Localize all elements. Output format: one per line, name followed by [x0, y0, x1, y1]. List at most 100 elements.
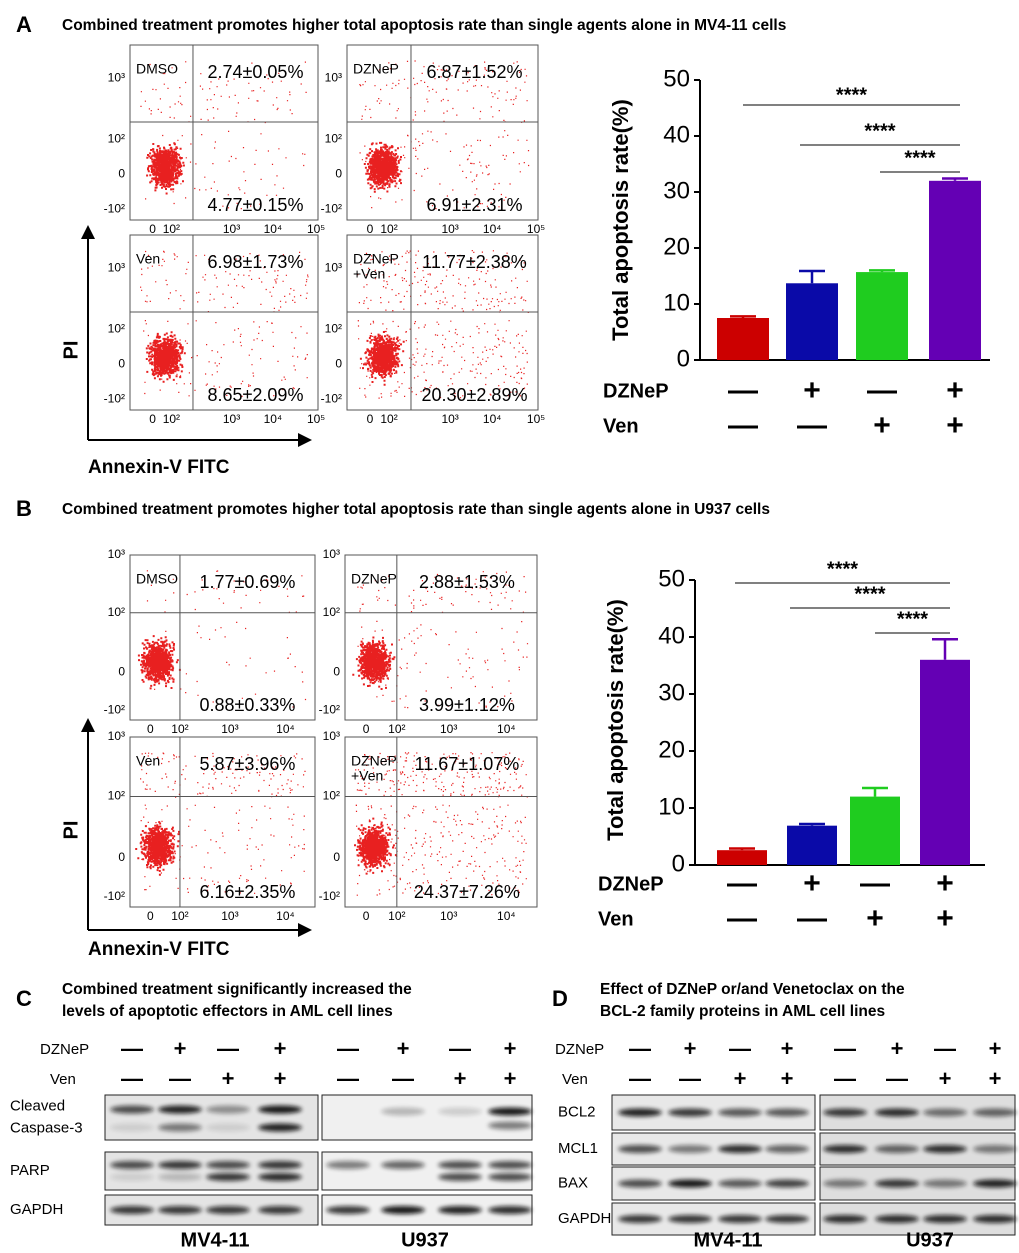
error-bar: [932, 638, 958, 660]
x-tick-label: 10³: [441, 222, 458, 236]
x-tick-label: 10²: [163, 222, 180, 236]
treatment-sign: —: [886, 1066, 908, 1091]
y-tick-label: -10²: [104, 392, 125, 406]
x-tick-label: 10³: [440, 722, 457, 736]
y-axis-label: PI: [60, 341, 82, 360]
condition-sign: +: [866, 902, 884, 935]
quadrant-percent: 3.99±1.12%: [419, 695, 515, 715]
error-bar: [942, 177, 968, 181]
panel-title: levels of apoptotic effectors in AML cel…: [62, 1003, 393, 1020]
row-label: PARP: [10, 1162, 50, 1179]
significance-label: ****: [864, 120, 895, 142]
y-tick-label: 10²: [323, 789, 340, 803]
treatment-sign: +: [504, 1036, 517, 1061]
y-tick-label: 10³: [323, 729, 340, 743]
blot-band: [668, 1108, 712, 1117]
blot-band: [488, 1161, 532, 1169]
blot-band: [765, 1108, 809, 1117]
plot-frame: [129, 44, 319, 221]
condition-name: Ven: [603, 415, 639, 437]
y-tick-label: 10²: [325, 322, 342, 336]
plot-frame: [344, 554, 538, 721]
x-tick-label: 10²: [380, 222, 397, 236]
panel-title: Effect of DZNeP or/and Venetoclax on the: [600, 981, 905, 998]
blot-band: [668, 1145, 712, 1153]
blot-band: [258, 1123, 302, 1132]
y-tick-label: 10³: [108, 260, 125, 274]
condition-sign: +: [946, 374, 964, 407]
blot-band: [438, 1107, 482, 1116]
blot-band: [326, 1161, 370, 1169]
condition-label: DMSO: [136, 571, 178, 587]
condition-sign: —: [797, 409, 827, 442]
quadrant-percent: 11.67±1.07%: [415, 754, 520, 774]
quadrant-percent: 20.30±2.89%: [422, 385, 528, 405]
x-tick-label: 0: [367, 412, 374, 426]
blot-band: [765, 1145, 809, 1153]
x-tick-label: 10³: [221, 722, 238, 736]
x-tick-label: 10²: [388, 722, 405, 736]
blot-band: [258, 1161, 302, 1169]
treatment-sign: —: [934, 1036, 956, 1061]
y-tick-label: 10³: [325, 70, 342, 84]
treatment-name: Ven: [562, 1071, 588, 1088]
error-bar: [862, 786, 888, 797]
treatment-sign: +: [504, 1066, 517, 1091]
condition-sign: —: [860, 867, 890, 900]
plot-frame: [129, 234, 319, 411]
blot-band: [973, 1215, 1017, 1223]
blot-band: [718, 1145, 762, 1153]
blot-band: [110, 1173, 154, 1181]
condition-sign: +: [803, 867, 821, 900]
condition-label: +Ven: [353, 266, 385, 282]
x-tick-label: 10⁵: [527, 222, 545, 236]
blot-band: [158, 1123, 202, 1132]
blot-band: [875, 1145, 919, 1153]
x-tick-label: 10⁴: [264, 222, 283, 236]
x-axis-label: Annexin-V FITC: [88, 457, 230, 478]
x-tick-label: 10³: [223, 222, 240, 236]
condition-label: DZNeP: [351, 753, 397, 769]
blot-band: [381, 1206, 425, 1214]
blot-strip: [321, 1094, 533, 1141]
plot-frame: [346, 234, 539, 411]
blot-band: [973, 1108, 1017, 1117]
y-tick-label: -10²: [319, 889, 340, 903]
treatment-name: DZNeP: [40, 1041, 89, 1058]
quadrant-percent: 6.91±2.31%: [427, 195, 523, 215]
blot-band: [823, 1215, 867, 1223]
treatment-sign: —: [729, 1036, 751, 1061]
quadrant-percent: 5.87±3.96%: [199, 754, 295, 774]
treatment-sign: +: [734, 1066, 747, 1091]
row-label: GAPDH: [10, 1201, 63, 1218]
treatment-sign: +: [781, 1036, 794, 1061]
error-bar: [729, 847, 755, 851]
x-tick-label: 10⁴: [483, 412, 502, 426]
x-tick-label: 10⁵: [307, 222, 325, 236]
condition-sign: +: [803, 374, 821, 407]
blot-band: [973, 1145, 1017, 1153]
blot-band: [618, 1108, 662, 1117]
cell-line-label: MV4-11: [181, 1229, 250, 1251]
plot-frame: [346, 44, 539, 221]
y-tick-label: 0: [677, 345, 690, 372]
y-tick-label: -10²: [104, 202, 125, 216]
blot-band: [438, 1173, 482, 1181]
condition-label: Ven: [136, 251, 160, 267]
quadrant-percent: 0.88±0.33%: [199, 695, 295, 715]
significance-label: ****: [836, 84, 867, 106]
blot-band: [381, 1161, 425, 1169]
y-tick-label: 10³: [325, 260, 342, 274]
treatment-sign: —: [449, 1036, 471, 1061]
condition-sign: +: [936, 867, 954, 900]
y-tick-label: 0: [672, 850, 685, 877]
y-tick-label: 0: [335, 167, 342, 181]
condition-name: DZNeP: [598, 873, 664, 895]
treatment-sign: +: [222, 1066, 235, 1091]
y-tick-label: 0: [118, 850, 125, 864]
blot-band: [823, 1145, 867, 1153]
row-label: Caspase-3: [10, 1119, 83, 1136]
blot-band: [875, 1108, 919, 1117]
error-bar: [869, 269, 895, 273]
y-tick-label: 0: [118, 664, 125, 678]
